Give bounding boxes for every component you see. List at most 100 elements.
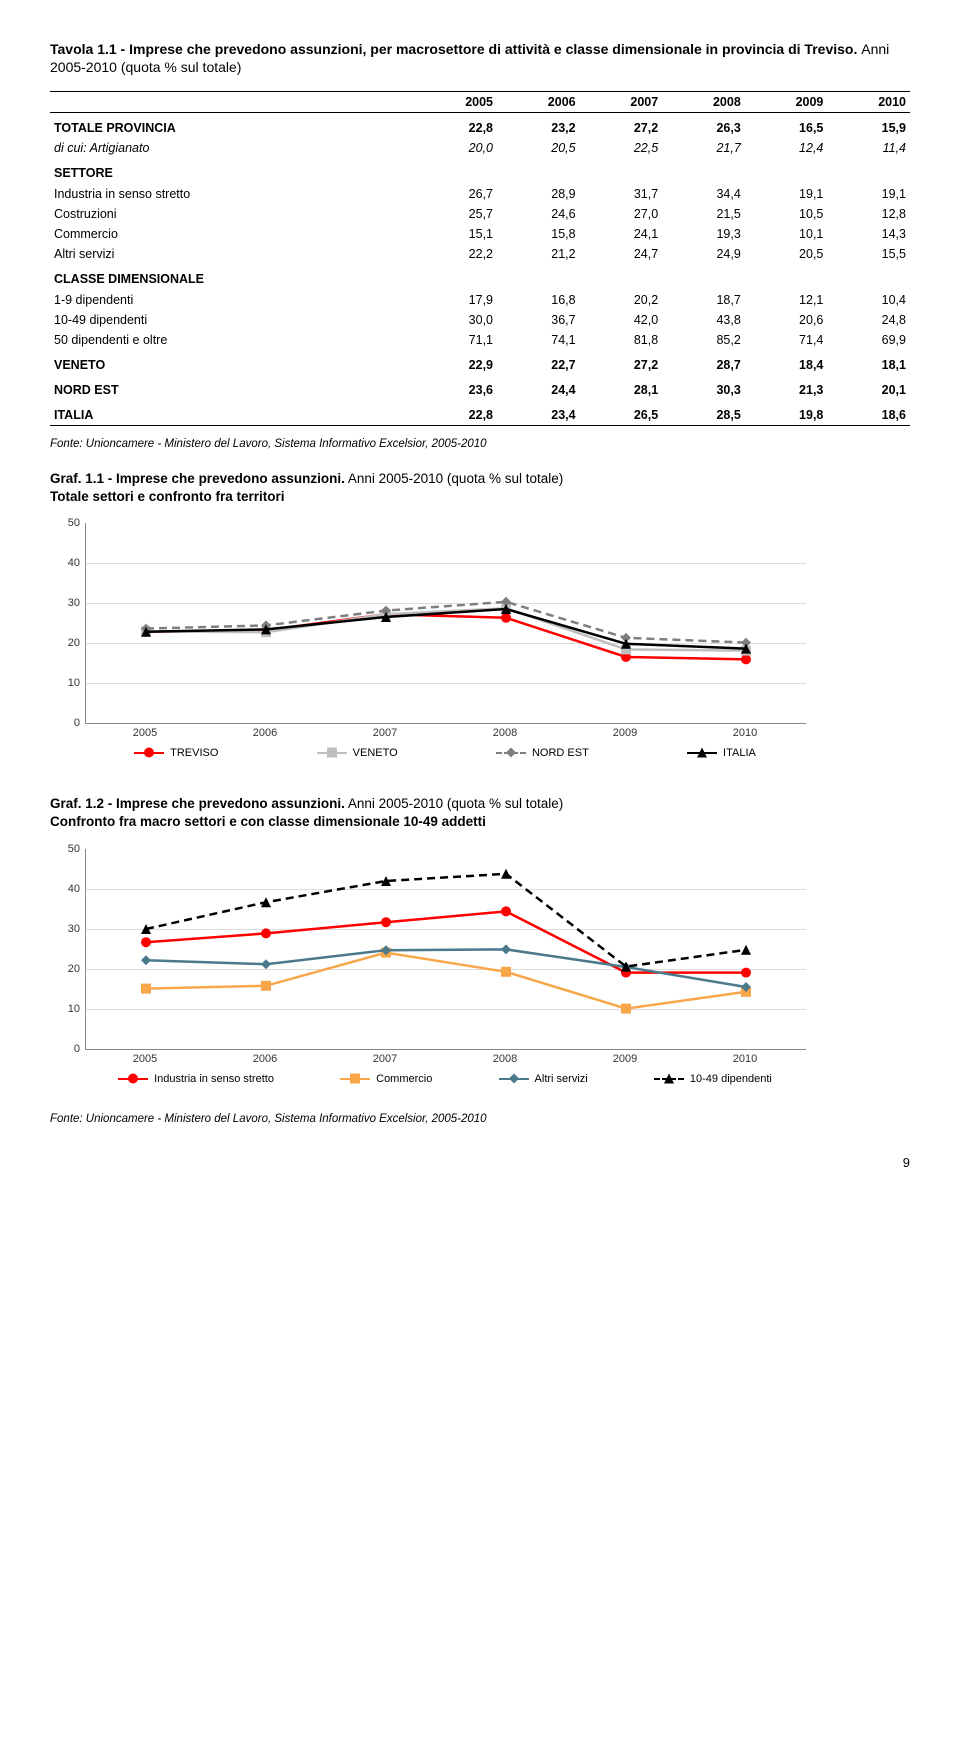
cell: 36,7 [497,310,580,330]
y-axis-label: 40 [50,557,80,569]
y-axis-label: 10 [50,677,80,689]
cell: 20,0 [414,138,497,158]
cell: 22,7 [497,350,580,375]
legend-item: Industria in senso stretto [118,1073,274,1085]
legend-item: 10-49 dipendenti [654,1073,772,1085]
x-axis-label: 2009 [613,727,637,739]
table-row: NORD EST23,624,428,130,321,320,1 [50,375,910,400]
cell: 43,8 [662,310,745,330]
legend-item: TREVISO [134,747,218,759]
cell: 22,9 [414,350,497,375]
cell: 19,1 [745,184,828,204]
cell: 30,3 [662,375,745,400]
x-axis-label: 2006 [253,727,277,739]
cell: 85,2 [662,330,745,350]
cell: 12,4 [745,138,828,158]
year-header: 2008 [662,92,745,113]
table-row: Commercio15,115,824,119,310,114,3 [50,224,910,244]
x-axis-label: 2006 [253,1053,277,1065]
chart1-title: Graf. 1.1 - Imprese che prevedono assunz… [50,470,910,505]
cell: 20,1 [827,375,910,400]
row-label: TOTALE PROVINCIA [50,113,414,139]
source-2: Fonte: Unioncamere - Ministero del Lavor… [50,1113,910,1125]
table-row: SETTORE [50,158,910,184]
chart-legend: TREVISO VENETO NORD EST ITALIA [85,747,805,759]
cell [580,264,663,290]
cell: 25,7 [414,204,497,224]
table-row: Costruzioni25,724,627,021,510,512,8 [50,204,910,224]
cell: 18,1 [827,350,910,375]
cell [662,264,745,290]
table-row: TOTALE PROVINCIA22,823,227,226,316,515,9 [50,113,910,139]
legend-label: Industria in senso stretto [154,1073,274,1085]
table-row: 1-9 dipendenti17,916,820,218,712,110,4 [50,290,910,310]
x-axis-label: 2007 [373,1053,397,1065]
cell: 16,8 [497,290,580,310]
cell: 71,4 [745,330,828,350]
cell: 20,2 [580,290,663,310]
cell: 24,8 [827,310,910,330]
cell: 69,9 [827,330,910,350]
row-label: 1-9 dipendenti [50,290,414,310]
cell: 34,4 [662,184,745,204]
table-row: Altri servizi22,221,224,724,920,515,5 [50,244,910,264]
cell: 15,9 [827,113,910,139]
cell: 71,1 [414,330,497,350]
y-axis-label: 20 [50,963,80,975]
y-axis-label: 50 [50,517,80,529]
cell: 26,3 [662,113,745,139]
cell: 24,1 [580,224,663,244]
cell: 18,6 [827,400,910,426]
cell: 22,2 [414,244,497,264]
legend-item: NORD EST [496,747,589,759]
row-label: ITALIA [50,400,414,426]
table-row: VENETO22,922,727,228,718,418,1 [50,350,910,375]
cell [662,158,745,184]
cell [745,158,828,184]
cell: 26,7 [414,184,497,204]
cell [827,158,910,184]
cell: 23,4 [497,400,580,426]
legend-item: ITALIA [687,747,756,759]
year-header: 2005 [414,92,497,113]
cell: 28,7 [662,350,745,375]
row-label: di cui: Artigianato [50,138,414,158]
y-axis-label: 0 [50,1043,80,1055]
cell: 22,8 [414,113,497,139]
cell: 24,7 [580,244,663,264]
cell: 31,7 [580,184,663,204]
row-label: Costruzioni [50,204,414,224]
cell: 42,0 [580,310,663,330]
table-row: ITALIA22,823,426,528,519,818,6 [50,400,910,426]
cell: 15,1 [414,224,497,244]
x-axis-label: 2010 [733,727,757,739]
table-title-bold: Tavola 1.1 - Imprese che prevedono assun… [50,41,857,57]
y-axis-label: 30 [50,597,80,609]
row-label: NORD EST [50,375,414,400]
chart-legend: Industria in senso strettoCommercioAltri… [85,1073,805,1085]
cell [497,264,580,290]
cell: 12,1 [745,290,828,310]
table-row: di cui: Artigianato20,020,522,521,712,41… [50,138,910,158]
cell: 18,4 [745,350,828,375]
y-axis-label: 50 [50,843,80,855]
table-row: CLASSE DIMENSIONALE [50,264,910,290]
row-label: 10-49 dipendenti [50,310,414,330]
cell: 74,1 [497,330,580,350]
cell: 30,0 [414,310,497,330]
legend-label: ITALIA [723,747,756,759]
legend-item: VENETO [317,747,398,759]
y-axis-label: 20 [50,637,80,649]
row-label: VENETO [50,350,414,375]
x-axis-label: 2009 [613,1053,637,1065]
cell: 26,5 [580,400,663,426]
chart-1: 01020304050200520062007200820092010TREVI… [50,515,830,775]
cell: 19,1 [827,184,910,204]
legend-label: 10-49 dipendenti [690,1073,772,1085]
y-axis-label: 0 [50,717,80,729]
row-label: Industria in senso stretto [50,184,414,204]
cell: 27,2 [580,350,663,375]
year-header: 2009 [745,92,828,113]
page-number: 9 [50,1155,910,1170]
y-axis-label: 30 [50,923,80,935]
